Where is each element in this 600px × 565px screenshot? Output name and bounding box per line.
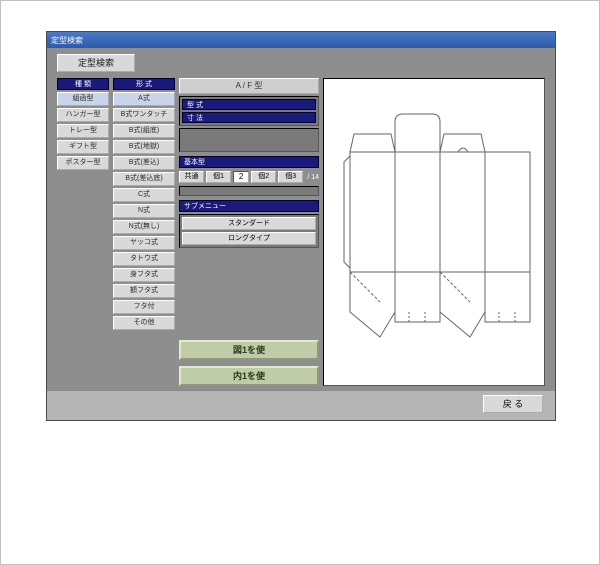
type-item[interactable]: N式(無し) bbox=[113, 220, 175, 234]
type-item[interactable]: 身フタ式 bbox=[113, 268, 175, 282]
type-item[interactable]: その他 bbox=[113, 316, 175, 330]
category-header: 種 類 bbox=[57, 78, 109, 90]
category-item[interactable]: 組函型 bbox=[57, 92, 109, 106]
type-item[interactable]: タトウ式 bbox=[113, 252, 175, 266]
type-item[interactable]: B式(差込底) bbox=[113, 172, 175, 186]
page-frame: 定型検索 定型検索 種 類 組函型 ハンガー型 トレー型 ギフト型 ポスター型 … bbox=[0, 0, 600, 565]
pill-btn[interactable]: 個2 bbox=[251, 171, 276, 183]
category-item[interactable]: トレー型 bbox=[57, 124, 109, 138]
inset-2 bbox=[179, 186, 319, 196]
type-item[interactable]: B式(組底) bbox=[113, 124, 175, 138]
detail-column: A / F 型 型 式 寸 法 基本型 共通 個1 2 個2 個3 / 14 bbox=[179, 78, 319, 386]
type-item[interactable]: N式 bbox=[113, 204, 175, 218]
category-item[interactable]: ギフト型 bbox=[57, 140, 109, 154]
type-column: 形 式 A式 B式ワンタッチ B式(組底) B式(地獄) B式(差込) B式(差… bbox=[113, 78, 175, 386]
option-btn[interactable]: ロングタイプ bbox=[182, 232, 316, 245]
type-item[interactable]: B式(地獄) bbox=[113, 140, 175, 154]
section-sub: サブメニュー bbox=[179, 200, 319, 212]
section-basic: 基本型 bbox=[179, 156, 319, 168]
preview-canvas bbox=[323, 78, 545, 386]
titlebar: 定型検索 bbox=[47, 32, 555, 48]
options-box: スタンダード ロングタイプ bbox=[179, 214, 319, 248]
columns: 種 類 組函型 ハンガー型 トレー型 ギフト型 ポスター型 形 式 A式 B式ワ… bbox=[57, 78, 545, 386]
client-area: 定型検索 種 類 組函型 ハンガー型 トレー型 ギフト型 ポスター型 形 式 A… bbox=[47, 48, 555, 420]
window-title: 定型検索 bbox=[51, 35, 83, 46]
category-item[interactable]: ハンガー型 bbox=[57, 108, 109, 122]
pill-row: 共通 個1 2 個2 個3 / 14 bbox=[179, 170, 319, 184]
apply-fig-button[interactable]: 図1を使 bbox=[179, 340, 319, 360]
dieline-svg bbox=[324, 79, 544, 385]
spec-row: 型 式 bbox=[182, 99, 316, 110]
option-btn[interactable]: スタンダード bbox=[182, 217, 316, 230]
type-item[interactable]: 額フタ式 bbox=[113, 284, 175, 298]
category-column: 種 類 組函型 ハンガー型 トレー型 ギフト型 ポスター型 bbox=[57, 78, 109, 386]
pill-btn[interactable]: 個3 bbox=[278, 171, 303, 183]
type-item[interactable]: C式 bbox=[113, 188, 175, 202]
spec-row: 寸 法 bbox=[182, 112, 316, 123]
pill-btn[interactable]: 個1 bbox=[206, 171, 231, 183]
close-button[interactable]: 戻 る bbox=[483, 395, 543, 413]
page-total: / 14 bbox=[305, 174, 319, 181]
type-item[interactable]: ヤッコ式 bbox=[113, 236, 175, 250]
type-item[interactable]: B式(差込) bbox=[113, 156, 175, 170]
panel-title: A / F 型 bbox=[179, 78, 319, 94]
apply-dim-button[interactable]: 内1を使 bbox=[179, 366, 319, 386]
type-item[interactable]: B式ワンタッチ bbox=[113, 108, 175, 122]
pill-btn[interactable]: 共通 bbox=[179, 171, 204, 183]
category-item[interactable]: ポスター型 bbox=[57, 156, 109, 170]
mode-button[interactable]: 定型検索 bbox=[57, 54, 135, 72]
page-number[interactable]: 2 bbox=[233, 171, 249, 183]
bottom-bar: 戻 る bbox=[47, 390, 555, 420]
type-item[interactable]: フタ付 bbox=[113, 300, 175, 314]
type-header: 形 式 bbox=[113, 78, 175, 90]
type-item[interactable]: A式 bbox=[113, 92, 175, 106]
app-window: 定型検索 定型検索 種 類 組函型 ハンガー型 トレー型 ギフト型 ポスター型 … bbox=[46, 31, 556, 421]
inset-1 bbox=[179, 128, 319, 152]
spec-rows: 型 式 寸 法 bbox=[179, 96, 319, 126]
preview-column bbox=[323, 78, 545, 386]
